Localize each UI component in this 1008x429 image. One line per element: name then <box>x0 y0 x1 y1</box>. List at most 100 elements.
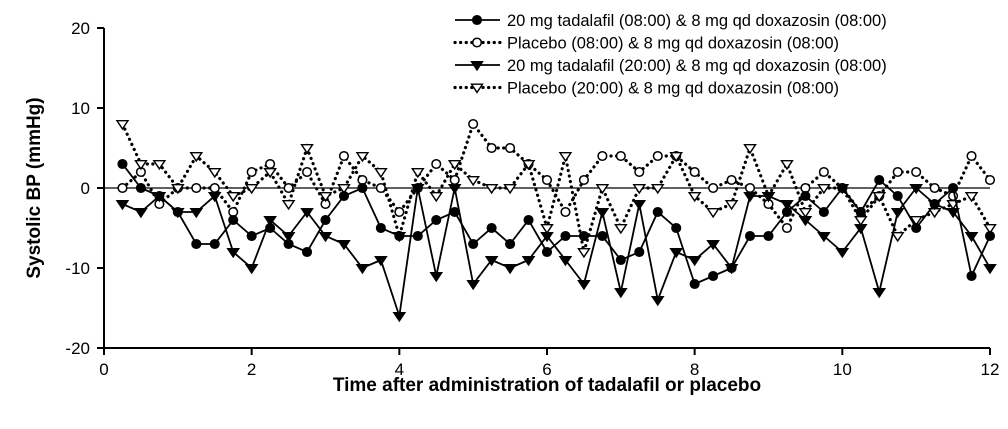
data-point-filled-circle <box>578 230 589 242</box>
data-point-open-circle <box>471 37 483 48</box>
y-tick-label: 20 <box>71 19 90 38</box>
data-point-open-triangle-down <box>650 184 665 195</box>
data-point-filled-circle <box>837 182 848 194</box>
data-point-filled-triangle-down <box>835 248 850 259</box>
data-point-open-circle <box>597 150 608 162</box>
data-point-open-circle <box>966 150 977 162</box>
data-point-open-circle <box>431 158 442 170</box>
data-point-open-triangle-down <box>503 184 517 195</box>
series-line <box>120 122 992 253</box>
data-point-open-circle <box>283 182 294 194</box>
data-point-filled-circle <box>800 190 811 202</box>
data-point-filled-circle <box>320 214 331 226</box>
data-point-open-triangle-down <box>244 184 259 195</box>
data-point-filled-triangle-down <box>244 264 259 275</box>
data-point-open-triangle-down <box>780 160 794 171</box>
data-point-filled-triangle-down <box>189 208 204 219</box>
data-point-filled-circle <box>671 222 682 234</box>
legend-label: Placebo (08:00) & 8 mg qd doxazosin (08:… <box>507 35 839 53</box>
data-point-filled-circle <box>892 190 903 202</box>
data-point-filled-circle <box>357 182 368 194</box>
x-tick-label: 0 <box>99 360 108 379</box>
data-point-open-circle <box>338 150 350 162</box>
legend-item: 20 mg tadalafil (08:00) & 8 mg qd doxazo… <box>455 12 887 30</box>
data-point-filled-triangle-down <box>798 216 813 227</box>
data-point-open-circle <box>117 182 128 194</box>
data-point-open-circle <box>744 182 756 194</box>
data-point-filled-triangle-down <box>281 232 296 243</box>
legend-label: 20 mg tadalafil (08:00) & 8 mg qd doxazo… <box>507 12 887 30</box>
data-point-filled-circle <box>246 230 257 242</box>
data-point-open-triangle-down <box>300 144 314 155</box>
data-point-filled-triangle-down <box>503 264 517 275</box>
data-point-open-triangle-down <box>872 192 887 203</box>
data-point-open-triangle-down <box>669 152 684 163</box>
data-point-filled-triangle-down <box>540 232 554 243</box>
data-point-filled-triangle-down <box>355 264 370 275</box>
data-point-filled-triangle-down <box>226 248 241 259</box>
data-point-open-circle <box>578 174 589 186</box>
data-point-open-circle <box>191 182 202 194</box>
data-point-open-triangle-down <box>189 152 204 163</box>
data-point-filled-triangle-down <box>466 280 480 291</box>
data-point-open-triangle-down <box>687 192 702 203</box>
data-point-filled-triangle-down <box>687 256 702 267</box>
data-point-filled-triangle-down <box>318 232 333 243</box>
data-point-filled-triangle-down <box>447 184 462 195</box>
data-point-open-circle <box>209 182 220 194</box>
data-point-filled-triangle-down <box>263 216 277 227</box>
data-point-filled-triangle-down <box>761 192 776 203</box>
y-tick-label: 10 <box>71 99 90 118</box>
data-point-filled-circle <box>911 222 922 234</box>
legend-item: Placebo (08:00) & 8 mg qd doxazosin (08:… <box>453 35 839 53</box>
data-point-filled-triangle-down <box>134 208 148 219</box>
data-point-open-triangle-down <box>318 192 333 203</box>
data-point-open-triangle-down <box>540 224 554 235</box>
data-point-open-triangle-down <box>429 192 444 203</box>
x-tick-label: 12 <box>981 360 1000 379</box>
data-point-open-triangle-down <box>706 208 720 219</box>
data-point-filled-circle <box>135 182 146 194</box>
legend: 20 mg tadalafil (08:00) & 8 mg qd doxazo… <box>453 12 887 98</box>
y-tick-label: -20 <box>65 339 90 358</box>
data-point-open-triangle-down <box>171 184 185 195</box>
data-point-filled-circle <box>818 206 829 218</box>
data-point-open-circle <box>818 166 829 178</box>
data-point-filled-triangle-down <box>650 296 665 307</box>
data-point-filled-triangle-down <box>614 288 628 299</box>
data-point-filled-circle <box>689 278 700 290</box>
y-tick-label: -10 <box>65 259 90 278</box>
data-point-filled-triangle-down <box>946 208 960 219</box>
x-tick-label: 2 <box>247 360 256 379</box>
data-point-filled-triangle-down <box>470 61 484 72</box>
x-tick-label: 6 <box>542 360 551 379</box>
legend-label: Placebo (20:00) & 8 mg qd doxazosin (08:… <box>507 80 839 98</box>
data-point-filled-circle <box>948 182 959 194</box>
data-point-filled-circle <box>449 206 460 218</box>
data-point-filled-triangle-down <box>817 232 831 243</box>
data-point-open-circle <box>615 150 626 162</box>
data-point-open-triangle-down <box>152 160 167 171</box>
data-point-filled-circle <box>301 246 313 258</box>
data-point-filled-triangle-down <box>927 200 942 211</box>
data-point-open-triangle-down <box>595 184 610 195</box>
data-point-open-triangle-down <box>410 168 425 179</box>
data-point-open-circle <box>246 166 257 178</box>
legend-label: 20 mg tadalafil (20:00) & 8 mg qd doxazo… <box>507 57 887 75</box>
data-point-filled-circle <box>523 214 534 226</box>
data-point-open-triangle-down <box>521 160 536 171</box>
data-point-open-circle <box>708 182 719 194</box>
data-point-open-triangle-down <box>577 248 591 259</box>
data-point-filled-circle <box>615 254 626 266</box>
data-point-open-circle <box>984 174 996 186</box>
data-point-open-triangle-down <box>374 168 388 179</box>
data-point-open-triangle-down <box>207 168 222 179</box>
data-point-filled-circle <box>634 246 645 258</box>
data-point-filled-triangle-down <box>392 312 407 323</box>
data-point-filled-triangle-down <box>152 192 167 203</box>
data-point-filled-triangle-down <box>706 240 720 251</box>
data-point-open-triangle-down <box>263 168 277 179</box>
data-point-open-circle <box>449 174 460 186</box>
data-point-filled-triangle-down <box>577 280 591 291</box>
